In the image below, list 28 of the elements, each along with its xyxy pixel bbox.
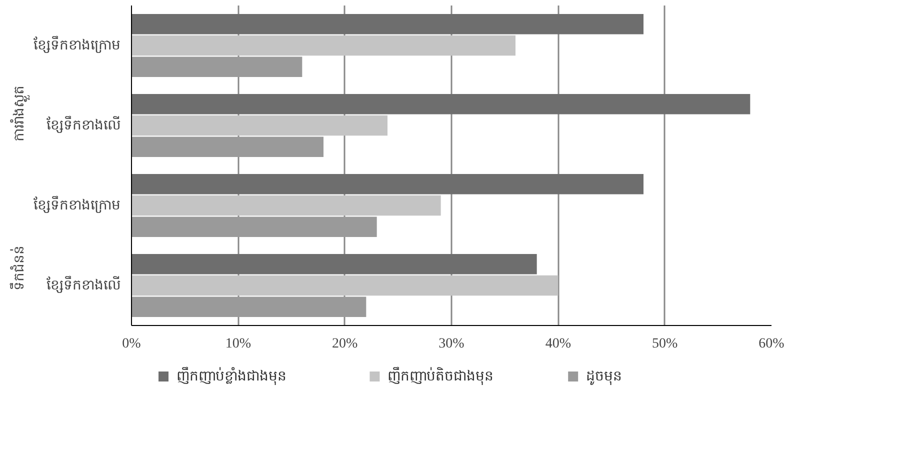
bar bbox=[132, 56, 302, 77]
legend-label: ញឹកញាប់តិចជាងមុន bbox=[388, 366, 494, 386]
bar bbox=[132, 94, 750, 114]
bar bbox=[132, 216, 377, 237]
bar bbox=[132, 136, 324, 157]
bar bbox=[132, 296, 366, 317]
y-tick-label: ខ្សែទឹកខាងក្រោម bbox=[34, 36, 120, 54]
legend-label: ដូចមុន bbox=[586, 368, 622, 386]
legend-label: ញឹកញាប់ខ្លាំងជាងមុន bbox=[176, 366, 286, 386]
bar bbox=[132, 115, 388, 136]
x-tick-label: 0% bbox=[122, 336, 142, 352]
bar bbox=[132, 254, 537, 274]
x-tick-label: 10% bbox=[225, 336, 252, 352]
bar bbox=[132, 14, 644, 34]
x-tick-label: 60% bbox=[758, 336, 785, 352]
x-tick-label: 40% bbox=[545, 336, 572, 352]
bar bbox=[132, 35, 516, 56]
y-tick-label: ខ្សែទឹកខាងលើ bbox=[46, 116, 120, 134]
x-tick-label: 50% bbox=[652, 336, 678, 352]
x-tick-label: 20% bbox=[332, 336, 358, 352]
y-tick-label: ខ្សែទឹកខាងក្រោម bbox=[34, 196, 120, 214]
bar bbox=[132, 195, 441, 216]
bar bbox=[132, 174, 644, 194]
y-tick-label: ខ្សែទឹកខាងលើ bbox=[46, 276, 120, 294]
text: ទឹកជំនន់ bbox=[10, 246, 28, 290]
bar bbox=[132, 275, 558, 296]
x-tick-label: 30% bbox=[438, 336, 465, 352]
text: ការរាំងស្ងួត bbox=[10, 86, 30, 142]
